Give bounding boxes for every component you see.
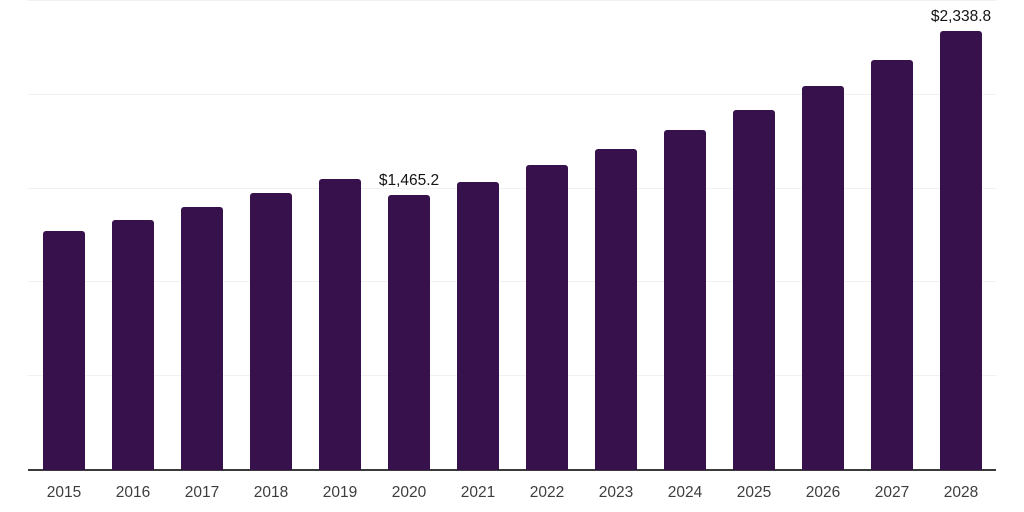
x-tick-label-2017: 2017 bbox=[184, 484, 220, 501]
bar-value-label-2028: $2,338.8 bbox=[930, 8, 992, 26]
bar-2017 bbox=[181, 207, 223, 470]
bar-2018 bbox=[250, 193, 292, 470]
x-tick-label-2027: 2027 bbox=[874, 484, 910, 501]
bar-2025 bbox=[733, 109, 775, 470]
x-axis-line bbox=[28, 469, 996, 471]
x-tick-label-2015: 2015 bbox=[46, 484, 82, 501]
bar-2020 bbox=[388, 195, 430, 470]
bar-2022 bbox=[526, 164, 568, 470]
x-tick-label-2020: 2020 bbox=[391, 484, 427, 501]
bar-2021 bbox=[457, 181, 499, 470]
x-tick-label-2028: 2028 bbox=[943, 484, 979, 501]
bar-2026 bbox=[802, 85, 844, 470]
x-tick-label-2019: 2019 bbox=[322, 484, 358, 501]
bar-2016 bbox=[112, 220, 154, 470]
x-tick-label-2026: 2026 bbox=[805, 484, 841, 501]
bar-2024 bbox=[664, 130, 706, 470]
x-tick-label-2024: 2024 bbox=[667, 484, 703, 501]
x-tick-label-2023: 2023 bbox=[598, 484, 634, 501]
gridline-1500 bbox=[28, 187, 996, 189]
gridline-2500 bbox=[28, 0, 996, 1]
bar-2027 bbox=[871, 59, 913, 470]
bar-2023 bbox=[595, 148, 637, 470]
gridline-500 bbox=[28, 375, 996, 377]
bar-value-label-2020: $1,465.2 bbox=[378, 172, 440, 190]
gridline-2000 bbox=[28, 93, 996, 95]
bar-2028 bbox=[940, 31, 982, 470]
bar-2015 bbox=[43, 230, 85, 470]
bar-2019 bbox=[319, 179, 361, 470]
gridline-1000 bbox=[28, 281, 996, 283]
x-tick-label-2022: 2022 bbox=[529, 484, 565, 501]
x-tick-label-2025: 2025 bbox=[736, 484, 772, 501]
x-tick-label-2018: 2018 bbox=[253, 484, 289, 501]
x-tick-label-2016: 2016 bbox=[115, 484, 151, 501]
x-tick-label-2021: 2021 bbox=[460, 484, 496, 501]
